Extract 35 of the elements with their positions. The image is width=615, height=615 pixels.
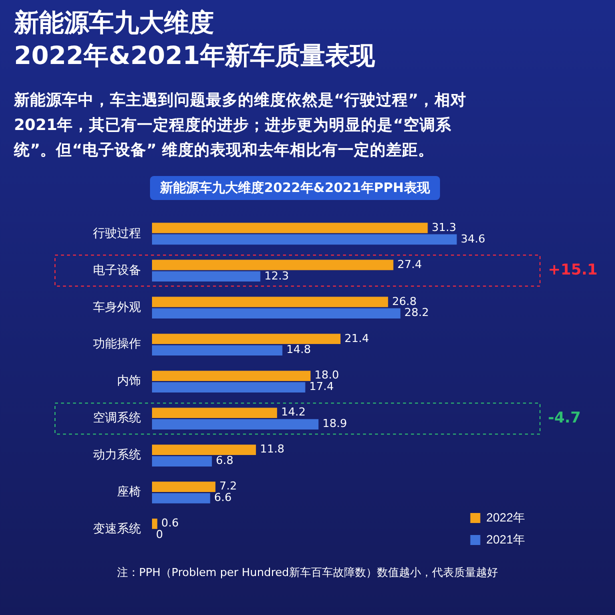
text: 注：PPH（Problem per Hundred新车百车故障数）数值越小，代表质量越好	[116, 565, 499, 580]
text: 新能源车九大维度2022年&2021年PPH表现	[150, 176, 440, 200]
y-tick-label: 动力系统	[93, 448, 141, 462]
data-label: 21.4	[344, 332, 370, 345]
data-label: 17.4	[309, 380, 334, 394]
data-label: 11.8	[260, 442, 284, 456]
data-label: 6.6	[214, 491, 232, 504]
y-tick-label: 内饰	[117, 374, 141, 388]
data-label: 14.8	[286, 343, 311, 356]
y-tick-label: 功能操作	[93, 336, 141, 351]
y-tick-label: 行驶过程	[93, 226, 141, 240]
data-label: 28.2	[404, 306, 429, 320]
data-label: 18.9	[322, 417, 347, 430]
data-label: 14.2	[281, 406, 306, 419]
data-label: 31.3	[432, 220, 456, 234]
chart-subtitle: 新能源车中，车主遇到问题最多的维度依然是“行驶过程”，相对2021年，其已有一定程度的进步；进步更为明显的是“空调系统”。但“电子设备” 维度的表现和去年相比有一定的差距。	[14, 90, 468, 161]
y-tick-label: 电子设备	[93, 262, 141, 277]
y-tick-label: 座椅	[117, 484, 141, 499]
y-tick-label: 车身外观	[93, 300, 141, 314]
data-label: 12.3	[264, 269, 289, 282]
data-label: 6.8	[216, 454, 234, 468]
legend-label: 2022年	[486, 510, 526, 524]
legend-label: 2021年	[486, 532, 526, 546]
text: +15.1	[548, 260, 598, 279]
data-label: 0.6	[161, 516, 179, 530]
data-label: 0	[156, 528, 163, 542]
chart-title: 新能源车九大维度 2022年&2021年新车质量表现	[14, 7, 375, 72]
data-label: 7.2	[219, 480, 237, 493]
text: -4.7	[548, 408, 581, 426]
data-label: 18.0	[314, 368, 340, 382]
data-label: 27.4	[397, 258, 422, 271]
y-tick-label: 变速系统	[93, 522, 141, 536]
data-label: 34.6	[460, 232, 486, 246]
data-label: 26.8	[392, 294, 417, 308]
y-tick-label: 空调系统	[93, 410, 141, 425]
